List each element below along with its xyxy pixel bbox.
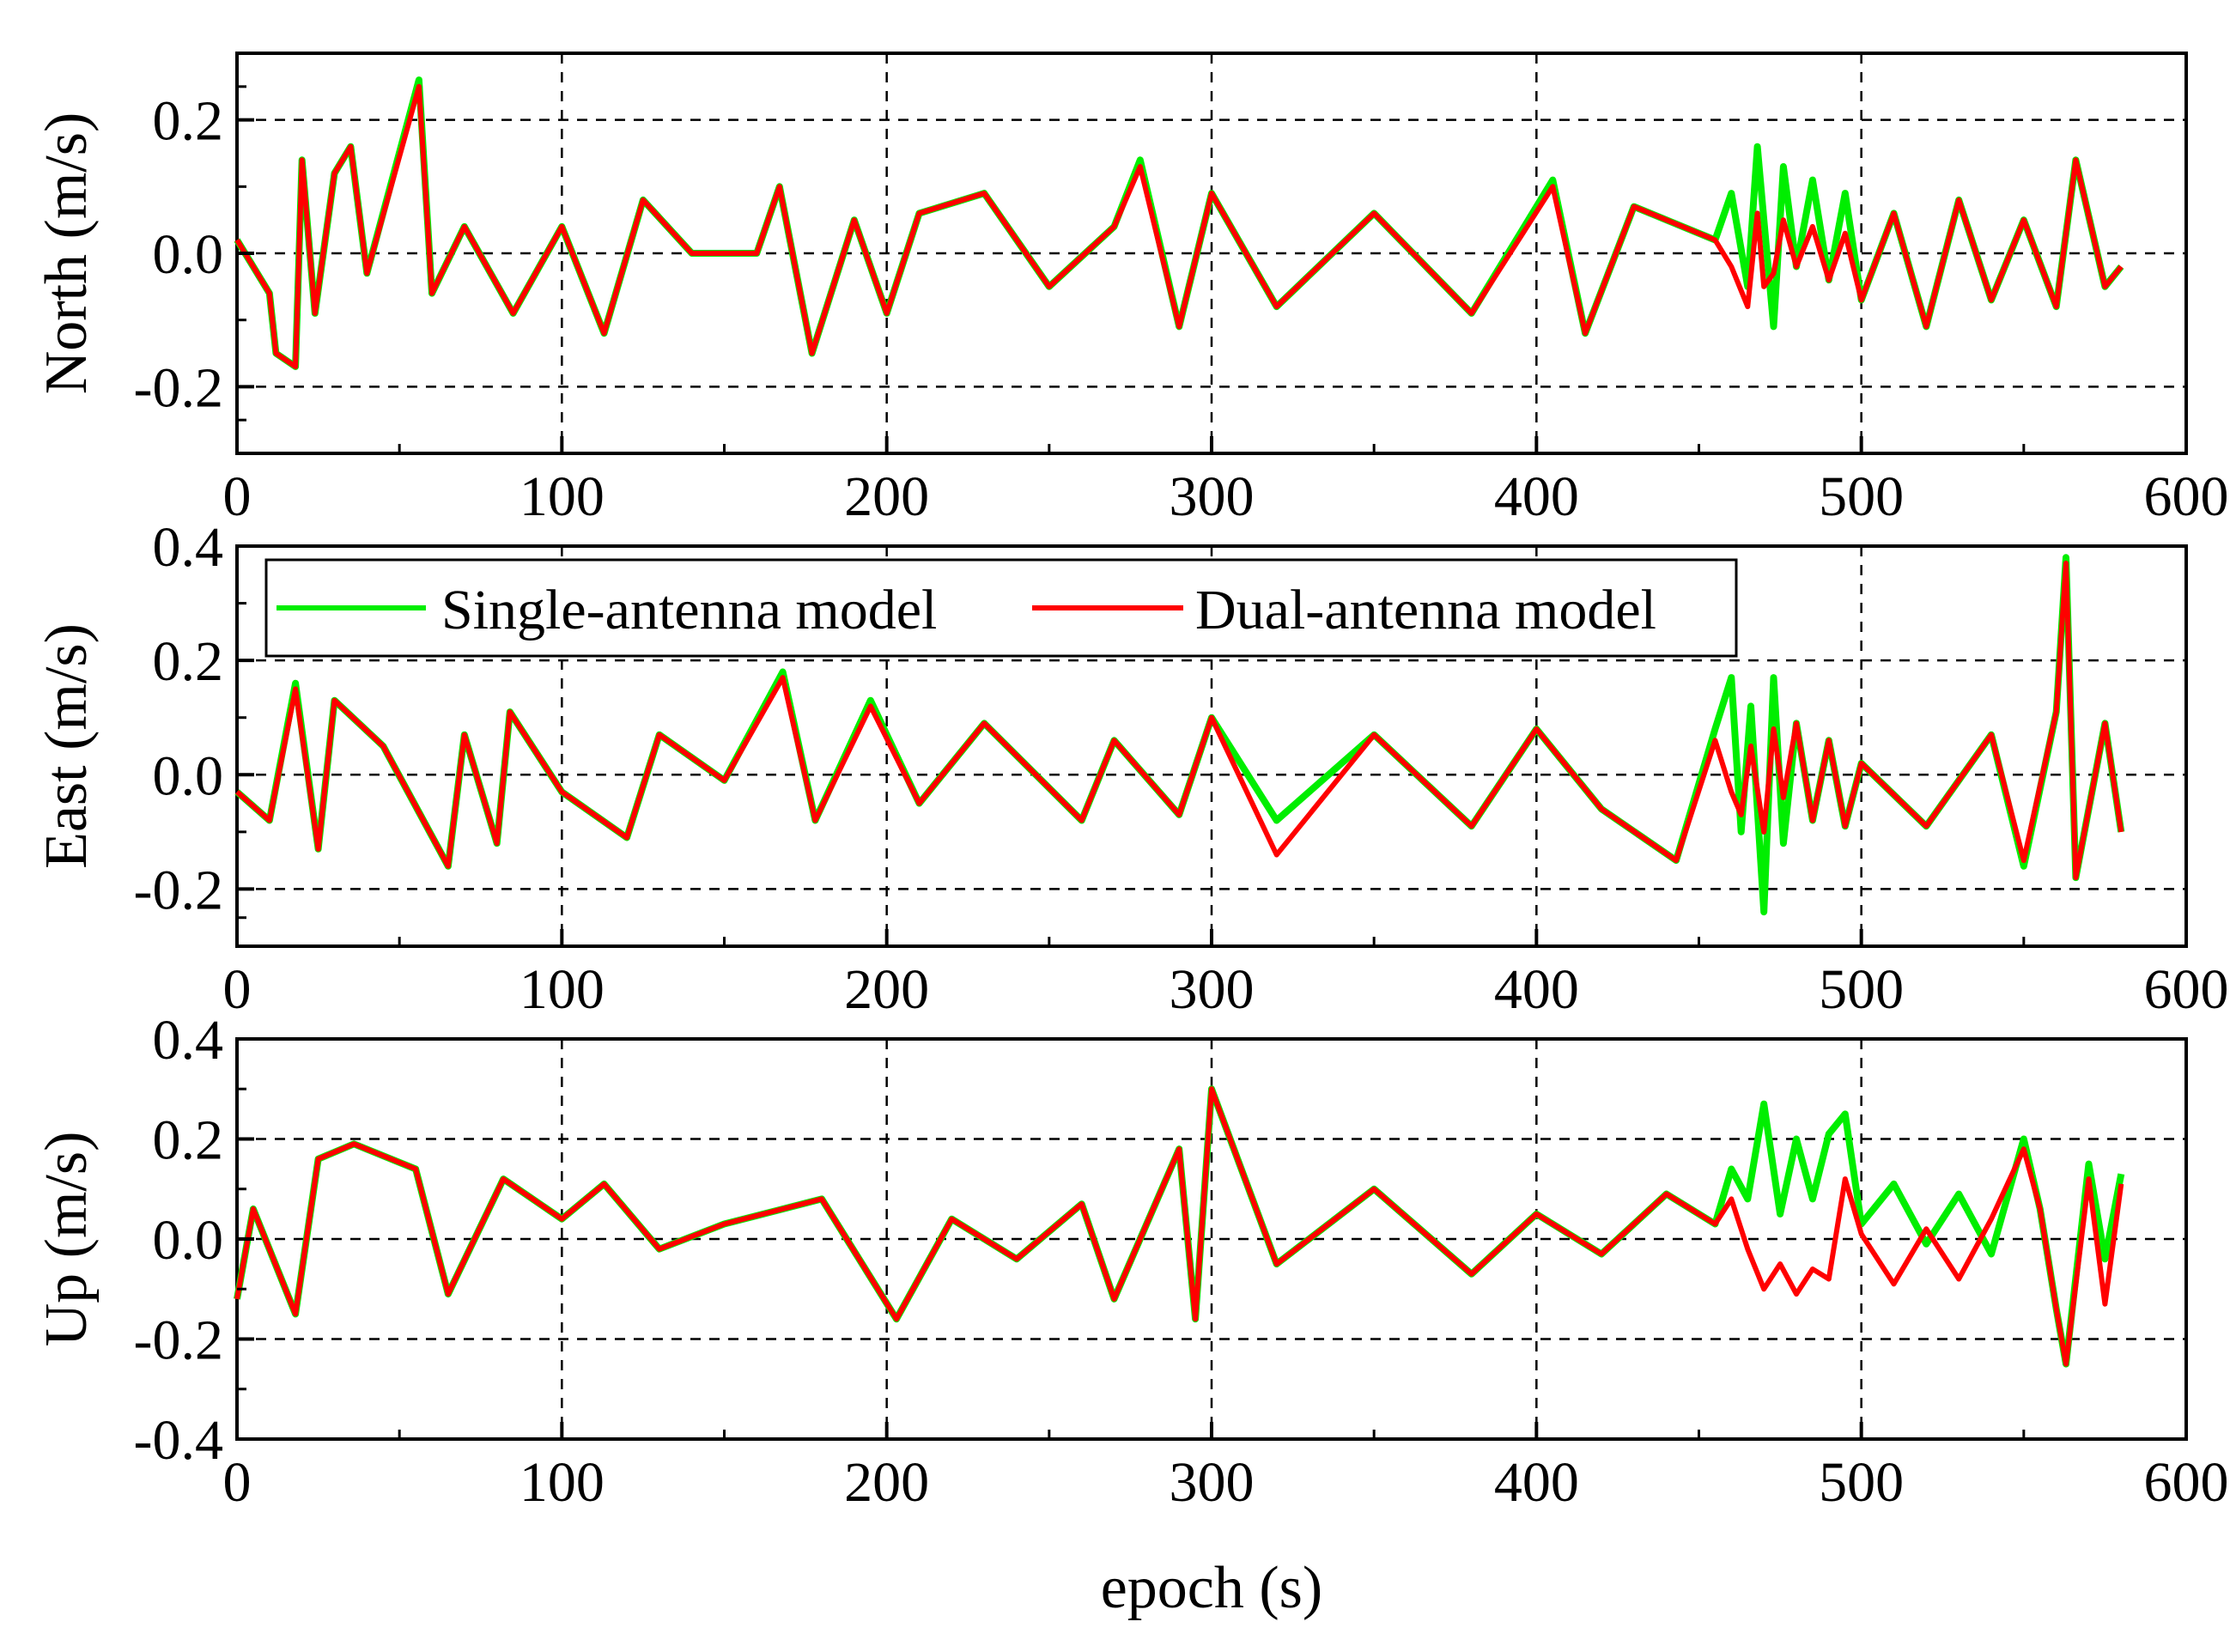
x-tick-label: 200	[844, 958, 929, 1021]
x-tick-label: 100	[520, 1451, 605, 1514]
legend-box	[264, 558, 1738, 658]
series-north	[234, 76, 2124, 370]
x-tick-label: 300	[1170, 465, 1255, 528]
x-tick-label: 500	[1819, 1451, 1904, 1514]
y-tick-label: 0.0	[153, 1209, 224, 1272]
series-east	[234, 554, 2125, 916]
x-tick-label: 0	[223, 958, 252, 1021]
x-tick-label: 600	[2144, 465, 2229, 528]
north-panel: 0 100 200 300 400 500 600 -0.2 0.0 0.2 North (m/…	[33, 52, 2229, 528]
y-tick-label: 0.0	[153, 223, 224, 286]
y-axis-title-north: North (m/s)	[33, 112, 100, 395]
y-tick-label: -0.2	[134, 1309, 223, 1372]
north-series-dual-antenna	[234, 83, 2124, 369]
x-tick-label: 500	[1819, 465, 1904, 528]
x-tick-label: 600	[2144, 1451, 2229, 1514]
y-tick-label: -0.2	[134, 356, 223, 419]
y-tick-label: 0.0	[153, 744, 224, 807]
x-tick-label: 300	[1170, 958, 1255, 1021]
up-panel: 0 100 200 300 400 500 600 -0.4 -0.2 0.0 0.2 0.4 Up…	[33, 1009, 2229, 1514]
x-tick-label: 0	[223, 465, 252, 528]
x-tick-label: 100	[520, 465, 605, 528]
x-tick-label: 100	[520, 958, 605, 1021]
y-axis-up: -0.4 -0.2 0.0 0.2 0.4	[134, 1009, 254, 1472]
series-up	[234, 1085, 2125, 1368]
x-tick-label: 500	[1819, 958, 1904, 1021]
y-tick-label: 0.4	[153, 516, 224, 579]
y-tick-label: -0.2	[134, 859, 223, 921]
x-axis-title: epoch (s)	[1101, 1555, 1323, 1621]
x-axis-north: 0 100 200 300 400 500 600	[223, 436, 2229, 528]
grid-north	[237, 53, 2186, 453]
y-axis-north: -0.2 0.0 0.2	[134, 85, 254, 422]
y-tick-label: 0.2	[153, 630, 224, 693]
y-axis-east: -0.2 0.0 0.2 0.4	[134, 516, 254, 921]
x-tick-label: 0	[223, 1451, 252, 1514]
x-tick-label: 400	[1494, 1451, 1579, 1514]
y-tick-label: -0.4	[134, 1409, 223, 1472]
legend: Single-antenna model Dual-antenna model	[264, 558, 1738, 658]
y-tick-label: 0.2	[153, 90, 224, 153]
east-series-dual-antenna	[235, 561, 2124, 881]
y-tick-label: 0.2	[153, 1109, 224, 1172]
up-series-dual-antenna	[234, 1086, 2124, 1367]
x-tick-label: 200	[844, 1451, 929, 1514]
y-tick-label: 0.4	[153, 1009, 224, 1072]
legend-label-single: Single-antenna model	[441, 579, 937, 641]
x-axis-east: 0 100 200 300 400 500 600	[223, 929, 2229, 1021]
x-tick-label: 400	[1494, 465, 1579, 528]
x-tick-label: 600	[2144, 958, 2229, 1021]
legend-label-dual: Dual-antenna model	[1195, 579, 1656, 641]
y-axis-title-up: Up (m/s)	[33, 1132, 100, 1347]
y-axis-title-east: East (m/s)	[33, 623, 100, 869]
x-tick-label: 300	[1170, 1451, 1255, 1514]
x-tick-label: 200	[844, 465, 929, 528]
x-axis-up: 0 100 200 300 400 500 600	[223, 1422, 2229, 1514]
x-tick-label: 400	[1494, 958, 1579, 1021]
